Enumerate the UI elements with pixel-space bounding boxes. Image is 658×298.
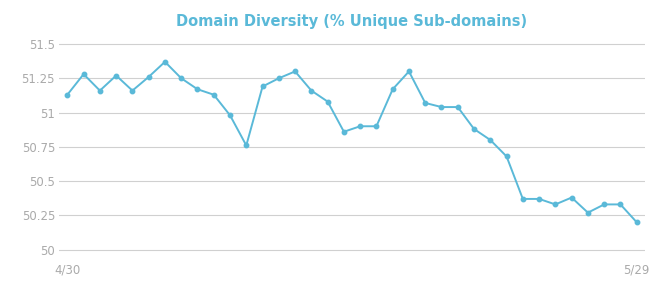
Title: Domain Diversity (% Unique Sub-domains): Domain Diversity (% Unique Sub-domains) xyxy=(176,14,528,29)
